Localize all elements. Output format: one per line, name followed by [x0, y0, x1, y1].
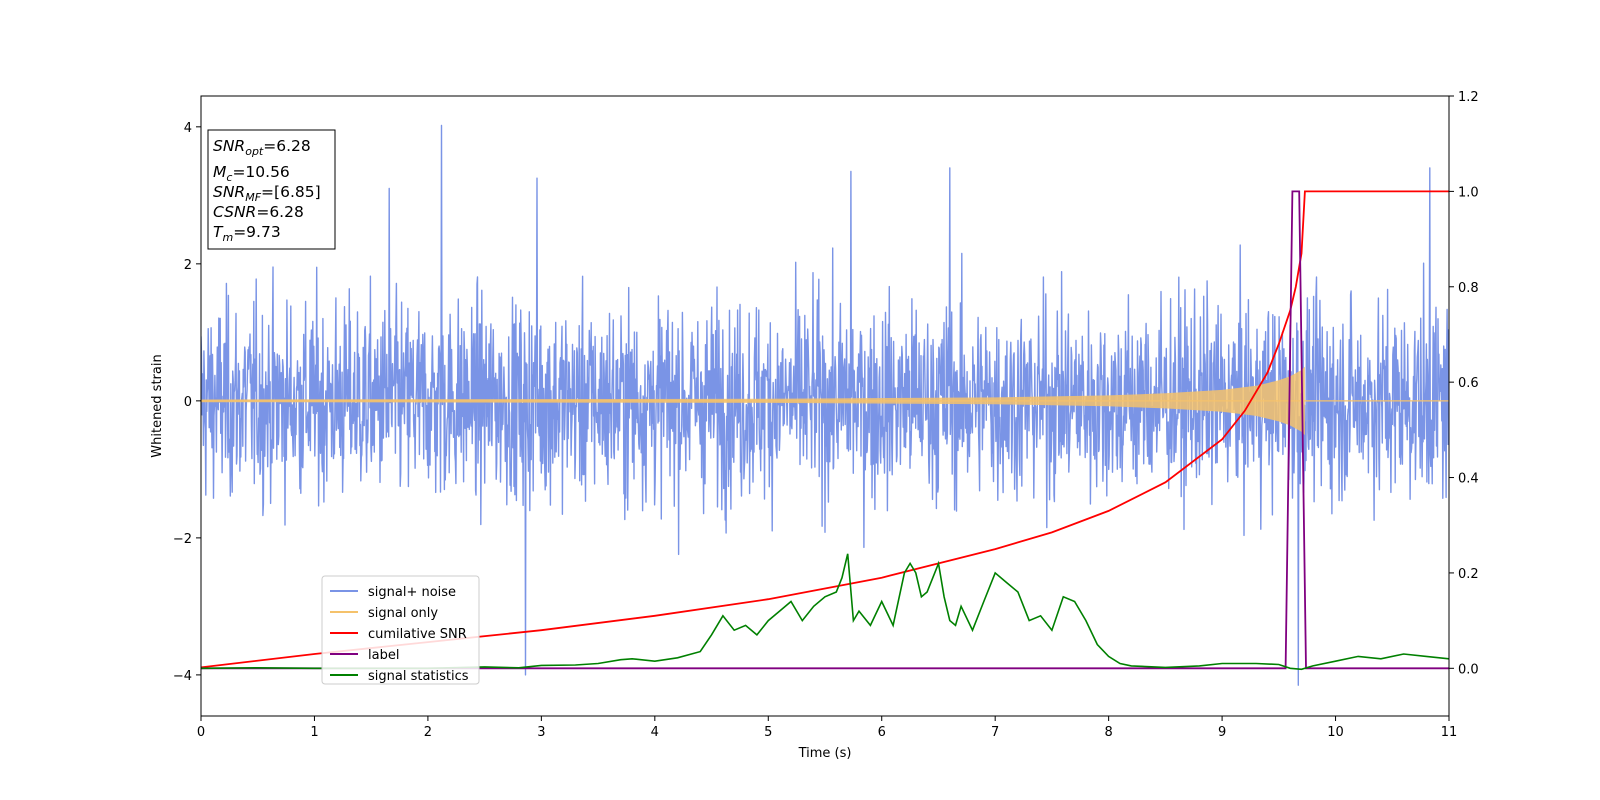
x-tick-label: 1: [310, 725, 318, 740]
x-tick-label: 4: [651, 725, 659, 740]
series-cumulative-snr: [201, 190, 1449, 669]
annotation-box: SNRopt=6.28Mc=10.56SNRMF=[6.85]CSNR=6.28…: [207, 129, 336, 250]
x-tick-label: 2: [424, 725, 432, 740]
plot-frame: [200, 95, 1450, 717]
y-tick-label: −4: [173, 669, 192, 684]
x-tick-label: 10: [1327, 725, 1344, 740]
annotation-subscript: c: [226, 171, 232, 184]
series-signal-statistics: [201, 553, 1449, 671]
y-tick-label: 0: [184, 395, 192, 410]
annotation-value: =6.28: [256, 203, 304, 221]
annotation-line: SNRMF=[6.85]: [213, 183, 321, 204]
y2-tick-label: 0.8: [1458, 281, 1479, 296]
annotation-value: =6.28: [263, 137, 311, 155]
x-tick-label: 9: [1218, 725, 1226, 740]
annotation-line: Tm=9.73: [213, 223, 281, 244]
annotation-symbol: CSNR: [213, 203, 256, 221]
x-axis-ticks: 0 1 2 3 4 5 6 7 8 9 10 11: [197, 716, 1457, 740]
annotation-line: Mc=10.56: [213, 163, 290, 184]
x-tick-label: 0: [197, 725, 205, 740]
annotation-value: =10.56: [232, 163, 289, 181]
x-tick-label: 6: [878, 725, 886, 740]
y-tick-label: 4: [184, 121, 192, 136]
annotation-line: CSNR=6.28: [213, 203, 304, 221]
legend: signal+ noise signal only cumilative SNR la…: [321, 575, 480, 685]
x-tick-label: 5: [764, 725, 772, 740]
y2-tick-label: 1.0: [1458, 185, 1479, 200]
annotation-value: =[6.85]: [261, 183, 321, 201]
annotation-line: SNRopt=6.28: [213, 137, 311, 158]
y2-tick-label: 1.2: [1458, 90, 1479, 105]
y2-tick-label: 0.2: [1458, 567, 1479, 582]
x-tick-label: 8: [1104, 725, 1112, 740]
legend-label: signal+ noise: [368, 585, 456, 600]
x-axis-label: Time (s): [798, 746, 852, 761]
annotation-symbol: T: [213, 223, 224, 241]
x-tick-label: 3: [537, 725, 545, 740]
annotation-symbol: SNR: [213, 183, 245, 201]
annotation-subscript: MF: [245, 191, 261, 204]
annotation-subscript: opt: [245, 145, 264, 158]
y-tick-label: 2: [184, 258, 192, 273]
legend-label: signal statistics: [368, 669, 469, 684]
annotation-symbol: SNR: [213, 137, 245, 155]
y2-tick-label: 0.0: [1458, 662, 1479, 677]
annotation-value: =9.73: [233, 223, 281, 241]
annotation-symbol: M: [213, 163, 226, 181]
y-axis-label: Whitened strain: [150, 354, 165, 457]
y2-axis-ticks: 1.2 1.0 0.8 0.6 0.4 0.2 0.0: [1449, 90, 1479, 677]
y-tick-label: −2: [173, 532, 192, 547]
y2-tick-label: 0.4: [1458, 472, 1479, 487]
legend-label: cumilative SNR: [368, 627, 467, 642]
legend-label: signal only: [368, 606, 438, 621]
y2-tick-label: 0.6: [1458, 376, 1479, 391]
series-label: [201, 190, 1449, 670]
y-axis-ticks: 4 2 0 −2 −4: [173, 121, 201, 684]
plot-area: [201, 124, 1449, 686]
legend-label: label: [368, 648, 399, 663]
annotation-subscript: m: [222, 231, 233, 244]
x-tick-label: 7: [991, 725, 999, 740]
x-tick-label: 11: [1441, 725, 1458, 740]
